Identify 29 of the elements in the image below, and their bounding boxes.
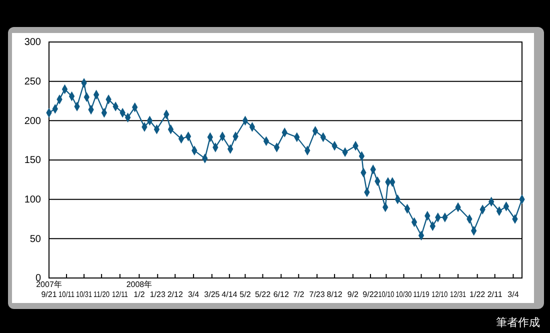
- text: 筆者作成: [496, 316, 540, 329]
- x-tick-label: 2/11: [487, 290, 503, 299]
- y-tick-label: 200: [24, 116, 42, 127]
- y-tick-label: 150: [24, 155, 42, 166]
- x-tick-label: 12/11: [112, 290, 132, 299]
- x-tick-label: 3/4: [508, 290, 520, 299]
- x-tick-label: 1/23: [150, 290, 166, 299]
- y-tick-label: 300: [24, 37, 42, 48]
- x-tick-label: 3/4: [188, 290, 200, 299]
- x-tick-label: 9/22: [362, 290, 379, 299]
- x-tick-label: 12/10: [432, 290, 452, 299]
- x-tick-label: 7/2: [293, 290, 305, 299]
- x-tick-label: 10/11: [58, 290, 78, 299]
- y-tick-label: 100: [24, 194, 42, 206]
- x-tick-label: 7/23: [309, 290, 326, 299]
- x-tick-label: 6/12: [273, 290, 290, 299]
- x-tick-label: 2/12: [167, 290, 184, 299]
- x-tick-label: 8/12: [326, 290, 343, 299]
- x-tick-label: 3/25: [204, 290, 220, 299]
- x-tick-label: 11/19: [413, 290, 433, 299]
- x-tick-label: 9/2: [347, 290, 360, 299]
- x-tick-label: 5/22: [254, 290, 272, 299]
- x-tick-label: 5/2: [240, 290, 252, 299]
- y-tick-label: 50: [30, 234, 42, 245]
- x-tick-label: 4/14: [222, 290, 238, 299]
- x-tick-label: 11/20: [94, 290, 113, 299]
- x-tick-label: 12/31: [450, 290, 470, 299]
- y-tick-label: 250: [24, 76, 42, 88]
- x-tick-label: 1/22: [470, 290, 486, 299]
